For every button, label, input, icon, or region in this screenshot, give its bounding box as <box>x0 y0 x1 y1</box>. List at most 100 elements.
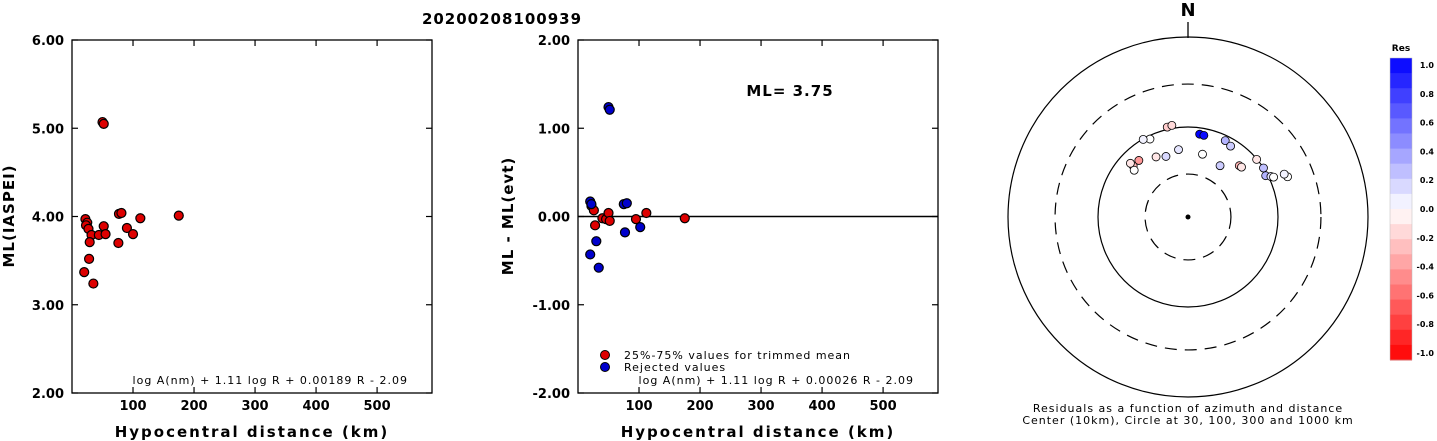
legend-marker-rejected <box>600 362 610 372</box>
panel1-y-tick-label: 4.00 <box>32 211 64 226</box>
station-residual-marker <box>1126 158 1135 168</box>
colorbar-cell <box>1390 239 1412 255</box>
panel1-point-series0 <box>135 213 146 224</box>
panel1-point-series0 <box>79 266 90 278</box>
polar-caption-line2: Center (10km), Circle at 30, 100, 300 an… <box>1022 414 1353 427</box>
distance-ring-30km <box>1144 173 1232 261</box>
legend-marker-trimmed <box>600 350 610 360</box>
event-title: 20200208100939 <box>422 10 582 28</box>
panel2-x-tick-label: 200 <box>686 399 713 414</box>
station-residual-points <box>1126 121 1292 182</box>
panel1-y-label: ML(IASPEI) <box>0 164 18 267</box>
panel2-y-tick-label: -2.00 <box>533 387 570 402</box>
colorbar-cell <box>1390 88 1412 104</box>
colorbar-cell <box>1390 193 1412 210</box>
station-residual-marker <box>1269 172 1278 182</box>
colorbar-tick-label: -0.2 <box>1417 234 1435 243</box>
colorbar-cell <box>1390 269 1412 285</box>
panel2-point-series1 <box>619 227 631 238</box>
residual-colorbar: Res 1.0 0.8 0.6 0.4 0.2 0.0 -0.2 -0.4 -0.6 -0.8 -1… <box>1389 44 1435 361</box>
panel2-point-series1 <box>586 199 597 210</box>
colorbar-cell <box>1390 209 1412 225</box>
station-residual-marker <box>1174 145 1183 155</box>
legend-label-rejected: Rejected values <box>624 361 726 374</box>
colorbar-tick-label: -1.0 <box>1417 349 1435 358</box>
panel1-y-tick-label: 5.00 <box>32 122 64 137</box>
colorbar-tick-label: 0.2 <box>1420 176 1434 185</box>
panel2-point-series1 <box>585 249 596 260</box>
colorbar-cells <box>1389 57 1413 361</box>
colorbar-cell <box>1390 224 1412 240</box>
panel1-point-series0 <box>121 222 133 234</box>
station-residual-marker <box>1237 162 1246 172</box>
colorbar-cell <box>1390 329 1412 346</box>
panel1-point-series0 <box>88 278 99 289</box>
colorbar-cell <box>1390 178 1412 195</box>
panel2-x-tick-label: 300 <box>747 399 774 414</box>
panel1-point-series0 <box>83 253 95 264</box>
colorbar-tick-label: 0.0 <box>1420 205 1435 214</box>
panel2-x-label: Hypocentral distance (km) <box>621 423 896 441</box>
colorbar-tick-label: 1.0 <box>1420 61 1435 70</box>
colorbar-cell <box>1390 163 1412 180</box>
station-residual-marker <box>1129 165 1139 175</box>
panel2-ticks: 100 200 300 400 500 -2.00 -1.00 0.00 1.00 2.00 <box>533 34 938 414</box>
panel2-y-tick-label: -1.00 <box>533 299 570 314</box>
event-magnitude: ML= 3.75 <box>746 82 833 100</box>
panel1-y-tick-label: 2.00 <box>32 387 64 402</box>
colorbar-tick-label: 0.4 <box>1420 147 1435 156</box>
panel2-x-tick-label: 100 <box>625 399 652 414</box>
panel2-y-tick-label: 1.00 <box>538 122 570 137</box>
residual-polar-map: N Residuals as a function of azimuth and… <box>1007 0 1369 427</box>
panel2-y-label: ML - ML(evt) <box>499 157 517 275</box>
colorbar-title: Res <box>1392 44 1410 54</box>
panel2-point-series0 <box>679 213 690 224</box>
station-residual-marker <box>1199 130 1209 140</box>
panel2-point-series1 <box>621 198 632 209</box>
colorbar-cell <box>1390 103 1412 119</box>
panel1-point-series0 <box>100 229 111 240</box>
panel1-point-series0 <box>113 237 124 249</box>
panel2-point-series1 <box>593 262 604 273</box>
colorbar-tick-label: 0.8 <box>1420 90 1435 99</box>
colorbar-cell <box>1390 58 1412 74</box>
station-residual-marker <box>1226 141 1236 151</box>
legend-label-trimmed: 25%-75% values for trimmed mean <box>624 349 851 362</box>
colorbar-cell <box>1390 118 1412 134</box>
panel2-point-series1 <box>604 104 615 115</box>
panel2-y-tick-label: 2.00 <box>538 34 570 49</box>
panel1-frame <box>71 39 433 394</box>
epicenter-dot <box>1185 214 1191 220</box>
station-residual-marker <box>1167 121 1177 130</box>
colorbar-cell <box>1390 314 1412 331</box>
panel1-x-tick-label: 100 <box>119 399 146 414</box>
colorbar-cell <box>1390 344 1412 361</box>
colorbar-outline <box>1389 57 1413 361</box>
panel1-formula: log A(nm) + 1.11 log R + 0.00189 R - 2.0… <box>133 374 408 387</box>
station-residual-marker <box>1151 152 1161 162</box>
panel2-y-tick-label: 0.00 <box>538 211 570 226</box>
colorbar-cell <box>1390 73 1412 89</box>
panel1-point-series0 <box>127 229 139 240</box>
panel1-point-series0 <box>173 210 184 221</box>
station-residual-marker <box>1161 152 1171 161</box>
panel2-x-tick-label: 400 <box>808 399 835 414</box>
distance-ring-300km <box>1054 83 1322 351</box>
panel2-point-series0 <box>604 215 615 227</box>
distance-ring-1000km <box>1007 36 1369 398</box>
station-residual-marker <box>1198 149 1207 159</box>
residual-vs-distance-panel: 100 200 300 400 500 -2.00 -1.00 0.00 1.00 2.00 ML… <box>499 34 939 441</box>
station-residual-marker <box>1252 155 1262 164</box>
colorbar-tick-label: -0.6 <box>1417 291 1435 300</box>
panel1-point-series0 <box>98 118 109 129</box>
colorbar-tick-label: -0.8 <box>1417 320 1435 329</box>
colorbar-cell <box>1390 133 1412 150</box>
colorbar-tick-label: -0.4 <box>1417 263 1435 272</box>
station-residual-marker <box>1138 134 1148 144</box>
panel1-point-series0 <box>116 207 127 219</box>
panel1-x-label: Hypocentral distance (km) <box>115 423 390 441</box>
panel1-points <box>79 116 184 289</box>
station-residual-marker <box>1134 156 1144 165</box>
distance-ring-100km <box>1097 126 1279 308</box>
